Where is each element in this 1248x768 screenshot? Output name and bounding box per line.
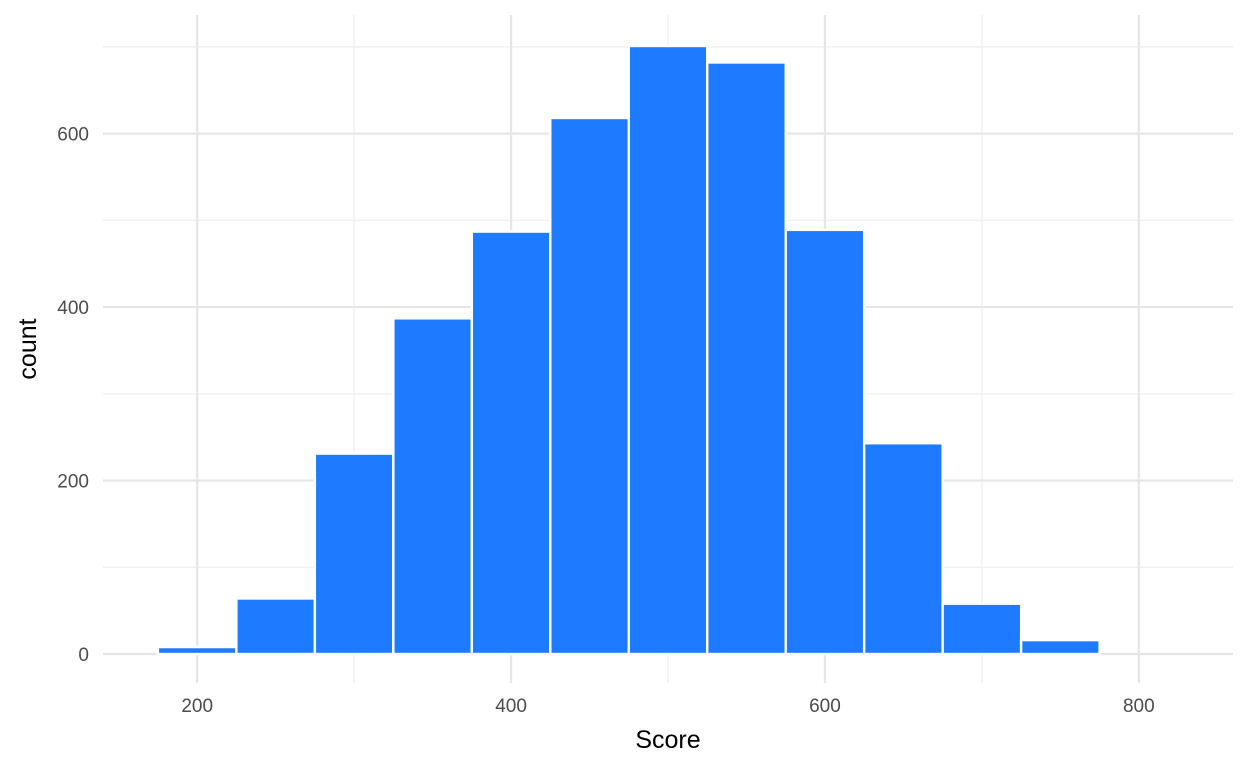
- histogram-bar: [1019, 638, 1101, 656]
- x-axis-tick-labels: 200 400 600 800: [181, 696, 1154, 717]
- histogram-bar: [941, 602, 1023, 656]
- histogram-bar: [549, 116, 630, 656]
- y-axis-title: count: [14, 318, 42, 379]
- x-tick-label: 400: [495, 696, 527, 717]
- y-tick-label: 600: [57, 125, 89, 146]
- x-tick-label: 600: [809, 696, 841, 717]
- x-tick-label: 800: [1123, 696, 1155, 717]
- histogram-bar: [156, 645, 238, 656]
- histogram-bar: [706, 61, 787, 656]
- histogram-bar: [627, 44, 709, 656]
- x-tick-label: 200: [181, 696, 213, 717]
- y-tick-label: 400: [57, 298, 89, 319]
- x-axis-title: Score: [635, 726, 700, 754]
- histogram-bar: [235, 597, 317, 656]
- histogram-bar: [470, 230, 552, 656]
- y-tick-label: 200: [57, 472, 89, 493]
- y-axis-tick-labels: 0 200 400 600: [57, 125, 89, 666]
- histogram-bars: [156, 44, 1101, 656]
- histogram-bar: [392, 317, 474, 656]
- histogram-bar: [313, 452, 395, 656]
- histogram-bar: [784, 228, 866, 656]
- y-tick-label: 0: [78, 645, 89, 666]
- histogram-bar: [862, 442, 944, 656]
